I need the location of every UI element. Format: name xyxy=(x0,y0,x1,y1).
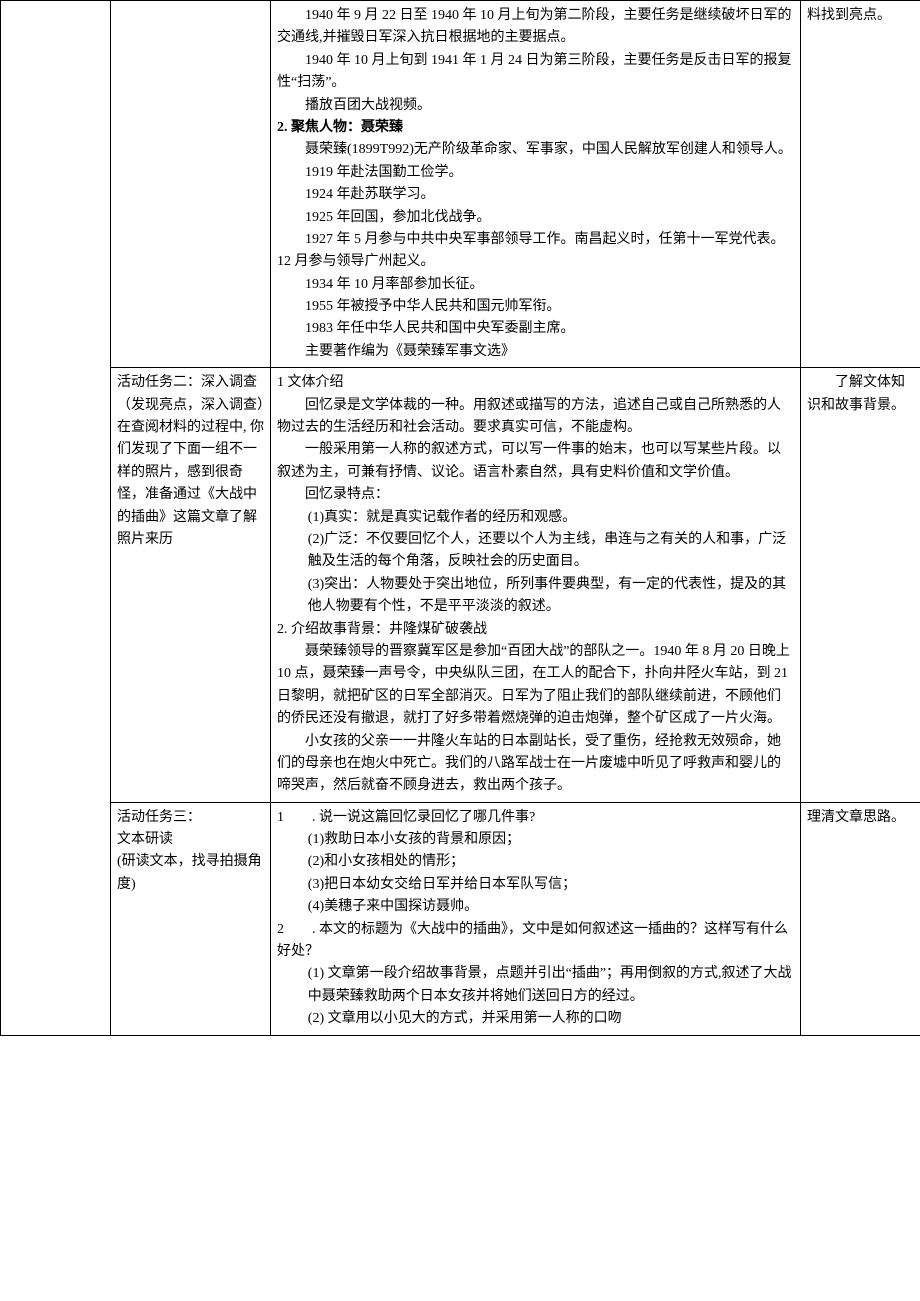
timeline-item: 1919 年赴法国勤工俭学。 xyxy=(277,162,794,184)
timeline-item: 1983 年任中华人民共和国中央军委副主席。 xyxy=(277,318,794,340)
detail-cell-2: 1 文体介绍 回忆录是文学体裁的一种。用叙述或描写的方法，追述自己或自己所熟悉的… xyxy=(271,368,801,802)
answer-item: (2) 文章用以小见大的方式，并采用第一人称的口吻 xyxy=(277,1008,794,1030)
lesson-plan-table: 1940 年 9 月 22 日至 1940 年 10 月上旬为第二阶段，主要任务… xyxy=(0,0,920,1036)
task-cell-3: 活动任务三： 文本研读 (研读文本，找寻拍摄角度) xyxy=(111,802,271,1035)
heading-background: 2. 介绍故事背景：井隆煤矿破袭战 xyxy=(277,619,794,641)
left-blank-cell xyxy=(1,1,111,1036)
answer-item: (2)和小女孩相处的情形； xyxy=(277,851,794,873)
table-row: 活动任务二：深入调查 （发现亮点，深入调查） 在查阅材料的过程中, 你们发现了下… xyxy=(1,368,920,802)
paragraph: 回忆录特点： xyxy=(277,484,794,506)
answer-item: (1) 文章第一段介绍故事背景，点题并引出“插曲”；再用倒叙的方式,叙述了大战中… xyxy=(277,963,794,1008)
task-desc: 在查阅材料的过程中, 你们发现了下面一组不一样的照片，感到很奇怪，准备通过《大战… xyxy=(117,417,264,551)
timeline-item: 主要著作编为《聂荣臻军事文选》 xyxy=(277,341,794,363)
table-row: 1940 年 9 月 22 日至 1940 年 10 月上旬为第二阶段，主要任务… xyxy=(1,1,920,368)
paragraph: 1940 年 9 月 22 日至 1940 年 10 月上旬为第二阶段，主要任务… xyxy=(277,5,794,50)
notes-cell-1: 料找到亮点。 xyxy=(801,1,920,368)
task-cell-1 xyxy=(111,1,271,368)
heading-focus-person: 2. 聚焦人物：聂荣臻 xyxy=(277,117,794,139)
notes-cell-3: 理清文章思路。 xyxy=(801,802,920,1035)
answer-item: (4)美穗子来中国探访聂帅。 xyxy=(277,896,794,918)
detail-cell-1: 1940 年 9 月 22 日至 1940 年 10 月上旬为第二阶段，主要任务… xyxy=(271,1,801,368)
feature-item: (1)真实：就是真实记载作者的经历和观感。 xyxy=(277,507,794,529)
paragraph: 1940 年 10 月上旬到 1941 年 1 月 24 日为第三阶段，主要任务… xyxy=(277,50,794,95)
notes-text: 了解文体知识和故事背景。 xyxy=(807,375,905,412)
task-desc: (研读文本，找寻拍摄角度) xyxy=(117,851,264,896)
paragraph: 小女孩的父亲一一井隆火车站的日本副站长，受了重伤，经抢救无效殒命，她们的母亲也在… xyxy=(277,731,794,798)
question-2: 2 . 本文的标题为《大战中的插曲》，文中是如何叙述这一插曲的？这样写有什么好处… xyxy=(277,919,794,964)
table-row: 活动任务三： 文本研读 (研读文本，找寻拍摄角度) 1 . 说一说这篇回忆录回忆… xyxy=(1,802,920,1035)
answer-item: (3)把日本幼女交给日军并给日本军队写信； xyxy=(277,874,794,896)
task-title: 活动任务三： xyxy=(117,807,264,829)
task-cell-2: 活动任务二：深入调查 （发现亮点，深入调查） 在查阅材料的过程中, 你们发现了下… xyxy=(111,368,271,802)
notes-text: 料找到亮点。 xyxy=(807,8,891,23)
task-subtitle: （发现亮点，深入调查） xyxy=(117,395,264,417)
timeline-item: 1924 年赴苏联学习。 xyxy=(277,184,794,206)
timeline-item: 1927 年 5 月参与中共中央军事部领导工作。南昌起义时，任第十一军党代表。1… xyxy=(277,229,794,274)
timeline-item: 1925 年回国，参加北伐战争。 xyxy=(277,207,794,229)
question-1: 1 . 说一说这篇回忆录回忆了哪几件事? xyxy=(277,807,794,829)
paragraph: 一般采用第一人称的叙述方式，可以写一件事的始末，也可以写某些片段。以叙述为主，可… xyxy=(277,439,794,484)
detail-cell-3: 1 . 说一说这篇回忆录回忆了哪几件事? (1)救助日本小女孩的背景和原因； (… xyxy=(271,802,801,1035)
heading-genre: 1 文体介绍 xyxy=(277,372,794,394)
task-subtitle: 文本研读 xyxy=(117,829,264,851)
feature-item: (2)广泛：不仅要回忆个人，还要以个人为主线，串连与之有关的人和事，广泛触及生活… xyxy=(277,529,794,574)
timeline-item: 1934 年 10 月率部参加长征。 xyxy=(277,274,794,296)
task-title: 活动任务二：深入调查 xyxy=(117,372,264,394)
paragraph: 播放百团大战视频。 xyxy=(277,95,794,117)
paragraph: 回忆录是文学体裁的一种。用叙述或描写的方法，追述自己或自己所熟悉的人物过去的生活… xyxy=(277,395,794,440)
notes-text: 理清文章思路。 xyxy=(807,810,905,825)
feature-item: (3)突出：人物要处于突出地位，所列事件要典型，有一定的代表性，提及的其他人物要… xyxy=(277,574,794,619)
paragraph: 聂荣臻领导的晋察冀军区是参加“百团大战”的部队之一。1940 年 8 月 20 … xyxy=(277,641,794,731)
notes-cell-2: 了解文体知识和故事背景。 xyxy=(801,368,920,802)
timeline-item: 1955 年被授予中华人民共和国元帅军衔。 xyxy=(277,296,794,318)
answer-item: (1)救助日本小女孩的背景和原因； xyxy=(277,829,794,851)
paragraph: 聂荣臻(1899T992)无产阶级革命家、军事家，中国人民解放军创建人和领导人。 xyxy=(277,139,794,161)
